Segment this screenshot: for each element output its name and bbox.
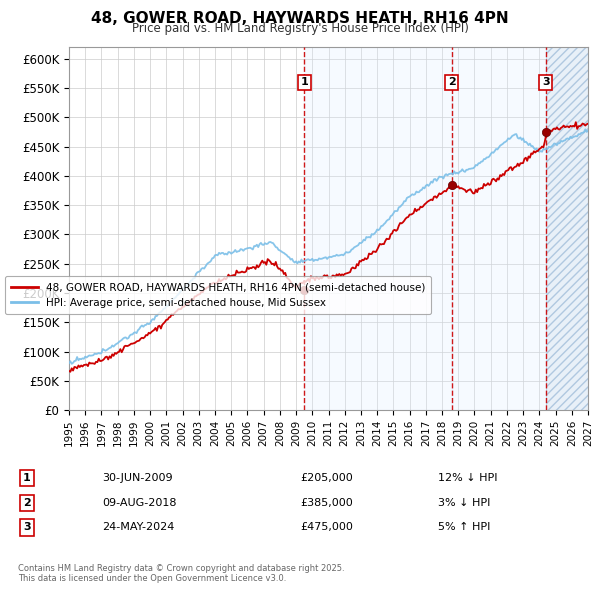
Text: 30-JUN-2009: 30-JUN-2009 [102, 473, 173, 483]
Legend: 48, GOWER ROAD, HAYWARDS HEATH, RH16 4PN (semi-detached house), HPI: Average pri: 48, GOWER ROAD, HAYWARDS HEATH, RH16 4PN… [5, 276, 431, 314]
Text: 24-MAY-2024: 24-MAY-2024 [102, 523, 175, 532]
Bar [452, 47, 546, 410]
Text: 2: 2 [448, 77, 455, 87]
Text: 3: 3 [542, 77, 550, 87]
Text: 5% ↑ HPI: 5% ↑ HPI [438, 523, 490, 532]
Text: 1: 1 [23, 473, 31, 483]
Text: 12% ↓ HPI: 12% ↓ HPI [438, 473, 497, 483]
Text: 3: 3 [23, 523, 31, 532]
Text: Price paid vs. HM Land Registry's House Price Index (HPI): Price paid vs. HM Land Registry's House … [131, 22, 469, 35]
Text: £475,000: £475,000 [300, 523, 353, 532]
Text: 09-AUG-2018: 09-AUG-2018 [102, 498, 176, 507]
Text: £385,000: £385,000 [300, 498, 353, 507]
Text: 3% ↓ HPI: 3% ↓ HPI [438, 498, 490, 507]
Text: £205,000: £205,000 [300, 473, 353, 483]
Text: Contains HM Land Registry data © Crown copyright and database right 2025.
This d: Contains HM Land Registry data © Crown c… [18, 563, 344, 583]
Bar [304, 47, 452, 410]
Text: 48, GOWER ROAD, HAYWARDS HEATH, RH16 4PN: 48, GOWER ROAD, HAYWARDS HEATH, RH16 4PN [91, 11, 509, 25]
Text: 2: 2 [23, 498, 31, 507]
Bar [546, 47, 588, 410]
Text: 1: 1 [300, 77, 308, 87]
